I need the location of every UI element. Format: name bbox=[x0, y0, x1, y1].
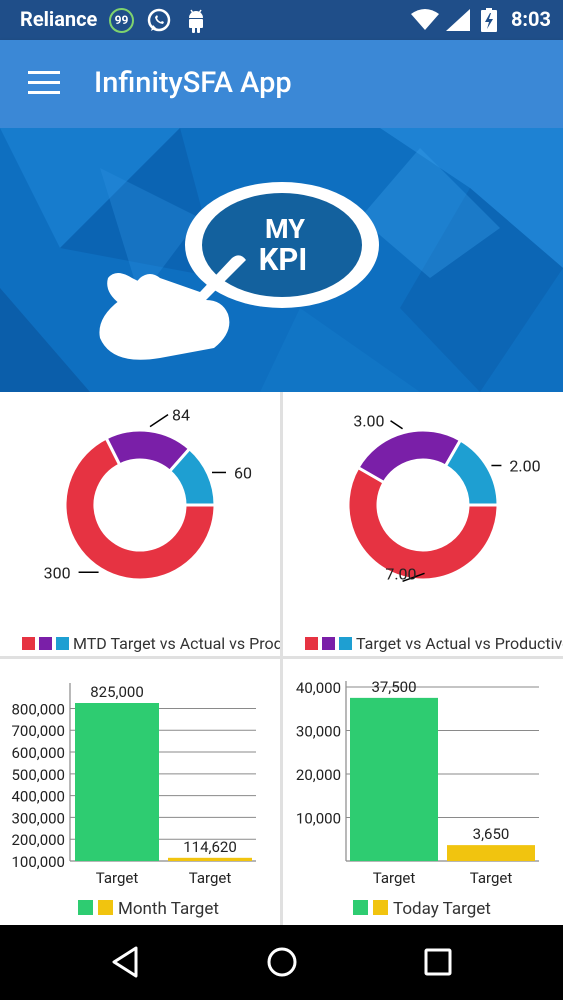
recents-icon[interactable] bbox=[423, 947, 453, 977]
y-tick-label: 20,000 bbox=[296, 766, 341, 784]
y-tick-label: 200,000 bbox=[11, 831, 65, 849]
y-tick-label: 30,000 bbox=[296, 723, 341, 741]
legend-swatch-yellow bbox=[98, 900, 113, 915]
today-target-bar-chart: 10,000 20,000 30,000 40,000 37,500 Target 3,65… bbox=[296, 678, 539, 887]
bar bbox=[168, 857, 252, 861]
bar-value-label: 3,650 bbox=[473, 825, 510, 843]
donut-hole bbox=[96, 461, 184, 549]
card-divider-horizontal bbox=[0, 656, 563, 659]
x-category-label: Target bbox=[189, 869, 232, 887]
app-bar: InfinitySFA App bbox=[0, 40, 563, 128]
legend-swatch-yellow bbox=[373, 900, 388, 915]
notification-count-badge: 99 bbox=[109, 8, 134, 33]
legend-swatch-purple bbox=[39, 637, 52, 650]
y-tick-label: 300,000 bbox=[11, 809, 65, 827]
donut-slice bbox=[346, 465, 500, 582]
mtd-pie-legend: MTD Target vs Actual vs Prod bbox=[22, 634, 280, 653]
target-pie-legend: Target vs Actual vs Productive bbox=[305, 634, 563, 653]
month-target-legend: Month Target bbox=[78, 899, 278, 919]
legend-swatch-purple bbox=[322, 637, 335, 650]
donut-slice bbox=[63, 436, 217, 582]
android-icon bbox=[189, 9, 203, 33]
donut-slice bbox=[443, 437, 500, 507]
slice-leader-line bbox=[390, 420, 403, 430]
donut-hole bbox=[379, 461, 467, 549]
banner-graphic: MY KPI bbox=[0, 128, 563, 392]
slice-leader-line bbox=[149, 414, 169, 428]
legend-swatch-red bbox=[305, 637, 318, 650]
target-donut-chart: 7.00 3.00 2.00 bbox=[346, 412, 541, 583]
legend-swatch-green bbox=[353, 900, 368, 915]
today-target-legend-label: Today Target bbox=[393, 899, 491, 919]
system-nav-bar bbox=[0, 925, 563, 1000]
back-icon[interactable] bbox=[110, 945, 142, 979]
mtd-donut-chart: 300 84 60 bbox=[44, 406, 252, 583]
legend-swatch-blue bbox=[56, 637, 69, 650]
status-bar: Reliance 99 8:03 bbox=[0, 0, 563, 40]
hamburger-menu-icon[interactable] bbox=[28, 71, 60, 95]
y-tick-label: 10,000 bbox=[296, 810, 341, 828]
x-category-label: Target bbox=[373, 869, 416, 887]
today-target-legend: Today Target bbox=[353, 899, 553, 919]
donut-slice bbox=[167, 446, 217, 507]
x-category-label: Target bbox=[96, 869, 139, 887]
y-tick-label: 600,000 bbox=[11, 744, 65, 762]
kpi-banner[interactable]: MY KPI bbox=[0, 128, 563, 392]
app-title: InfinitySFA App bbox=[94, 66, 292, 100]
slice-value-label: 2.00 bbox=[509, 457, 540, 476]
slice-value-label: 7.00 bbox=[385, 564, 416, 583]
month-target-card[interactable]: 100,000 200,000 300,000 400,000 500,000 600,0… bbox=[0, 659, 280, 925]
bar bbox=[75, 703, 159, 861]
y-tick-label: 100,000 bbox=[11, 853, 65, 871]
slice-value-label: 300 bbox=[44, 563, 71, 582]
bar bbox=[447, 845, 535, 861]
y-tick-label: 40,000 bbox=[296, 679, 341, 697]
y-tick-label: 800,000 bbox=[11, 700, 65, 718]
bar-value-label: 37,500 bbox=[371, 678, 416, 696]
month-target-bar-chart: 100,000 200,000 300,000 400,000 500,000 600,0… bbox=[11, 683, 256, 887]
legend-swatch-blue bbox=[339, 637, 352, 650]
y-tick-label: 500,000 bbox=[11, 766, 65, 784]
target-pie-legend-label: Target vs Actual vs Productive bbox=[356, 634, 563, 653]
y-tick-label: 400,000 bbox=[11, 788, 65, 806]
target-pie-card[interactable]: 7.00 3.00 2.00 Target vs Actual vs Product… bbox=[283, 392, 563, 656]
mtd-pie-card[interactable]: 300 84 60 MTD Target vs Actual vs Prod bbox=[0, 392, 280, 656]
today-target-card[interactable]: 10,000 20,000 30,000 40,000 37,500 Target 3,65… bbox=[283, 659, 563, 925]
bar-value-label: 825,000 bbox=[90, 683, 144, 701]
slice-value-label: 84 bbox=[172, 406, 190, 425]
battery-icon bbox=[481, 8, 497, 32]
y-tick-label: 700,000 bbox=[11, 722, 65, 740]
x-category-label: Target bbox=[470, 869, 513, 887]
status-time: 8:03 bbox=[510, 7, 551, 31]
legend-swatch-green bbox=[78, 900, 93, 915]
bar-value-label: 114,620 bbox=[183, 838, 237, 856]
slice-value-label: 60 bbox=[234, 463, 252, 482]
banner-line1: MY bbox=[265, 213, 305, 245]
home-icon[interactable] bbox=[265, 945, 299, 979]
month-target-legend-label: Month Target bbox=[118, 899, 219, 919]
slice-value-label: 3.00 bbox=[353, 412, 384, 431]
pointing-hand-icon bbox=[99, 255, 246, 360]
mtd-pie-legend-label: MTD Target vs Actual vs Prod bbox=[73, 634, 280, 653]
bar bbox=[350, 697, 438, 861]
signal-icon bbox=[446, 9, 470, 31]
carrier-name: Reliance bbox=[20, 7, 98, 31]
banner-line2: KPI bbox=[259, 241, 308, 278]
slice-leader-line bbox=[402, 572, 425, 583]
legend-swatch-red bbox=[22, 637, 35, 650]
wifi-icon bbox=[411, 9, 439, 30]
whatsapp-icon bbox=[147, 8, 171, 32]
